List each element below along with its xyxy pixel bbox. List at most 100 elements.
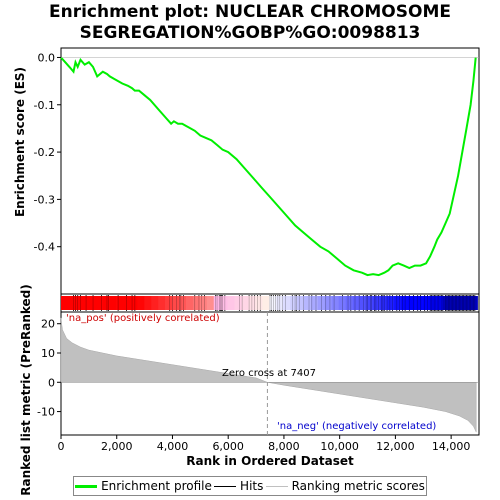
heat-segment <box>345 296 353 310</box>
heat-segment <box>352 296 360 310</box>
heat-segment <box>310 296 319 310</box>
heat-segment <box>123 296 131 310</box>
heat-segment <box>283 296 291 310</box>
heat-segment <box>179 296 187 310</box>
heat-segment <box>241 296 249 310</box>
heat-segment <box>192 296 201 310</box>
x-tick-label: 2,000 <box>101 440 133 453</box>
heat-segment <box>165 296 173 310</box>
heat-segment <box>442 296 451 310</box>
es-y-tick-label: -0.2 <box>34 146 55 159</box>
x-tick-label: 8,000 <box>268 440 300 453</box>
legend-swatch-gray-line <box>265 485 288 487</box>
heat-segment <box>331 296 340 310</box>
chart-title-line-2: SEGREGATION%GOBP%GO:0098813 <box>79 23 421 43</box>
legend-swatch-black-line <box>214 485 237 487</box>
heat-segment <box>269 296 277 310</box>
pos-correlated-label: 'na_pos' (positively correlated) <box>66 313 220 324</box>
heat-segment <box>463 296 471 310</box>
heat-layer <box>61 295 478 311</box>
heat-segment <box>206 296 215 310</box>
heat-segment <box>158 296 166 310</box>
x-axis-label: Rank in Ordered Dataset <box>186 454 354 468</box>
es-y-tick-label: -0.3 <box>34 193 55 206</box>
heat-segment <box>220 296 228 310</box>
heat-segment <box>422 296 430 310</box>
heat-segment <box>172 296 180 310</box>
heat-segment <box>304 296 312 310</box>
metric-y-axis-label: Ranked list metric (PreRanked) <box>19 284 33 496</box>
heat-segment <box>248 296 256 310</box>
metric-y-tick-label: -10 <box>37 406 55 419</box>
heat-segment <box>359 296 367 310</box>
metric-y-tick-label: 20 <box>41 318 55 331</box>
legend-item-hits: Hits <box>214 479 263 493</box>
heat-segment <box>109 296 117 310</box>
heat-segment <box>338 296 346 310</box>
heat-segment <box>276 296 284 310</box>
heat-segment <box>130 296 138 310</box>
heat-segment <box>213 296 221 310</box>
heat-segment <box>408 296 416 310</box>
axes-layer: 0.0 -0.1 -0.2 -0.3 -0.4 20 10 0 -10 0 2,000 4,000 6,… <box>34 51 479 453</box>
heat-segment <box>74 296 83 310</box>
heat-segment <box>88 296 97 310</box>
es-y-axis-label: Enrichment score (ES) <box>13 67 27 217</box>
heat-segment <box>290 296 298 310</box>
heat-segment <box>95 296 103 310</box>
heat-segment <box>255 296 263 310</box>
es-y-tick-label: -0.4 <box>34 241 55 254</box>
heat-segment <box>380 296 388 310</box>
legend: Enrichment profile Hits Ranking metric s… <box>73 476 427 496</box>
legend-label: Enrichment profile <box>101 479 212 493</box>
es-layer <box>60 56 477 277</box>
chart-title: Enrichment plot: NUCLEAR CHROMOSOME SEGR… <box>0 2 500 44</box>
legend-label: Hits <box>240 479 264 493</box>
heat-segment <box>470 296 478 310</box>
heat-segment <box>151 296 159 310</box>
heat-segment <box>449 296 458 310</box>
heat-segment <box>102 296 110 310</box>
heat-segment <box>387 296 395 310</box>
heat-segment <box>429 296 437 310</box>
heat-segment <box>297 296 305 310</box>
metric-y-tick-label: 10 <box>41 347 55 360</box>
enrichment-profile-line <box>60 56 477 277</box>
heat-segment <box>435 296 444 310</box>
heat-segment <box>67 296 76 310</box>
x-tick-label: 12,000 <box>376 440 415 453</box>
heat-segment <box>185 296 194 310</box>
heat-segment <box>262 296 270 310</box>
heat-segment <box>401 296 409 310</box>
heat-segment <box>456 296 465 310</box>
heat-segment <box>81 296 90 310</box>
heat-segment <box>61 296 69 310</box>
heat-segment <box>394 296 402 310</box>
heat-segment <box>227 296 235 310</box>
heat-segment <box>324 296 333 310</box>
metric-layer <box>60 312 479 435</box>
x-tick-label: 0 <box>58 440 65 453</box>
chart-title-line-1: Enrichment plot: NUCLEAR CHROMOSOME <box>49 2 451 22</box>
es-y-tick-label: -0.1 <box>34 99 55 112</box>
heat-segment <box>144 296 152 310</box>
legend-item-ranking-metric: Ranking metric scores <box>265 479 425 493</box>
legend-item-enrichment-profile: Enrichment profile <box>75 479 212 493</box>
legend-swatch-green-line <box>75 484 98 488</box>
x-tick-label: 4,000 <box>157 440 189 453</box>
heat-segment <box>373 296 381 310</box>
heat-segment <box>415 296 423 310</box>
ranking-metric-area <box>60 317 477 433</box>
metric-y-tick-label: 0 <box>48 376 55 389</box>
heat-segment <box>366 296 374 310</box>
heat-segment <box>137 296 145 310</box>
x-tick-label: 10,000 <box>320 440 359 453</box>
zero-cross-label: Zero cross at 7407 <box>222 368 316 379</box>
x-tick-label: 14,000 <box>432 440 471 453</box>
es-y-tick-label: 0.0 <box>38 51 56 64</box>
heat-segment <box>116 296 124 310</box>
heat-segment <box>234 296 242 310</box>
heat-segment <box>317 296 326 310</box>
neg-correlated-label: 'na_neg' (negatively correlated) <box>277 421 436 432</box>
